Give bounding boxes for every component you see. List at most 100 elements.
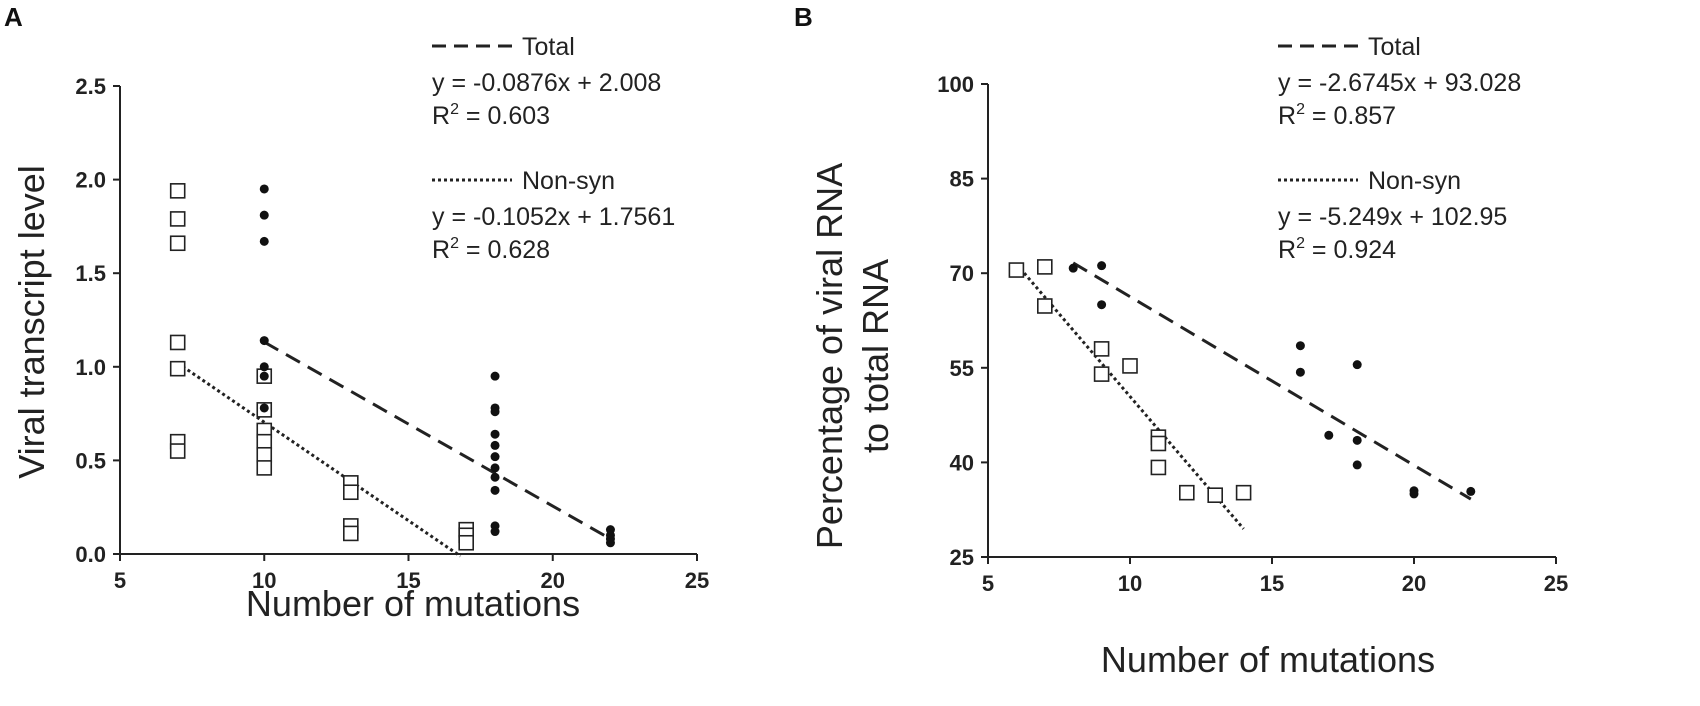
y-tick-label: 100 [937,72,974,97]
point-total [259,403,269,413]
point-nonsyn [169,183,186,199]
point-total [490,452,500,462]
point-total [490,527,500,537]
y-ticks: 0.0 0.5 1.0 1.5 2.0 2.5 [75,74,120,567]
point-nonsyn [458,534,475,551]
point-total [1295,341,1305,351]
legend-nonsyn-r2: R2 = 0.924 [1278,235,1396,264]
y-tick-label: 0.5 [75,448,106,473]
x-ticks: 5 10 15 20 25 [982,557,1568,596]
point-total [259,336,269,346]
point-total [605,538,615,548]
point-nonsyn [1235,484,1252,501]
panel-a: A 0.0 0.5 1.0 1.5 2.0 2.5 5 10 15 20 25 Number of… [4,2,709,624]
point-total [490,463,500,473]
point-total [259,371,269,381]
legend-total-r2-value: 0.603 [487,102,550,130]
point-total [1097,261,1107,271]
x-tick-label: 5 [982,571,994,596]
point-nonsyn [256,446,273,463]
trendline-total [263,340,612,541]
legend-nonsyn-r2: R2 = 0.628 [432,235,550,264]
y-axis-title: Viral transcript level [11,165,52,478]
point-nonsyn [256,460,273,476]
point-total [490,429,500,439]
point-nonsyn [1037,259,1053,275]
point-total [1352,460,1362,470]
legend-total-label: Total [522,33,575,61]
data-points [1008,259,1476,503]
point-total [1409,489,1419,499]
legend-nonsyn-label: Non-syn [522,167,615,195]
trendlines [176,340,612,558]
point-total [259,236,269,246]
point-nonsyn [169,334,186,351]
point-nonsyn [1008,262,1025,278]
legend-total-r2: R2 = 0.857 [1278,101,1396,130]
point-total [490,485,500,495]
panel-b: B 25 40 55 70 85 100 5 10 15 20 25 Number of muta… [794,2,1568,680]
y-tick-label: 1.5 [75,261,106,286]
point-nonsyn [169,235,186,252]
trendline-total [1072,261,1472,501]
legend-total-label: Total [1368,33,1421,61]
y-tick-label: 40 [950,450,974,475]
x-tick-label: 10 [1118,571,1142,596]
x-ticks: 5 10 15 20 25 [114,554,709,593]
point-nonsyn [342,484,359,501]
legend-nonsyn-equation: y = -5.249x + 102.95 [1278,203,1507,231]
point-nonsyn [1150,435,1167,452]
x-tick-label: 20 [1402,571,1426,596]
y-axis-title-line2: to total RNA [855,259,896,453]
legend-nonsyn-r2-value: 0.628 [487,236,550,264]
point-nonsyn [1093,366,1110,382]
panel-label-b: B [794,2,813,32]
trendline-non-syn [176,361,462,558]
y-tick-label: 55 [950,356,974,381]
y-tick-label: 25 [950,545,974,570]
panel-label-a: A [4,2,23,32]
legend-nonsyn-label: Non-syn [1368,167,1461,195]
point-nonsyn [1037,298,1053,314]
point-total [490,440,500,450]
point-total [1068,263,1078,273]
y-tick-label: 0.0 [75,542,106,567]
point-total [490,472,500,482]
x-tick-label: 10 [252,568,276,593]
point-nonsyn [1093,341,1110,357]
point-total [1295,367,1305,377]
trendlines [1015,261,1472,530]
point-nonsyn [169,443,186,459]
legend-nonsyn-r2-value: 0.924 [1333,236,1396,264]
legend-total-equation: y = -0.0876x + 2.008 [432,69,661,97]
point-total [259,210,269,220]
point-total [259,362,269,372]
x-tick-label: 15 [1260,571,1284,596]
point-total [1352,360,1362,370]
point-total [1352,435,1362,445]
point-nonsyn [169,211,186,227]
point-total [1466,486,1476,496]
y-tick-label: 2.0 [75,168,106,193]
point-total [490,407,500,417]
legend-total-r2-value: 0.857 [1333,102,1396,130]
x-axis-title: Number of mutations [246,583,580,624]
point-total [259,184,269,194]
x-tick-label: 20 [541,568,565,593]
point-nonsyn [169,360,186,377]
point-nonsyn [1150,459,1167,476]
x-tick-label: 25 [1544,571,1568,596]
point-total [1324,430,1334,440]
legend-total-equation: y = -2.6745x + 93.028 [1278,69,1521,97]
point-nonsyn [1179,484,1195,501]
x-tick-label: 5 [114,568,126,593]
point-total [490,371,500,381]
data-points [169,183,615,551]
legend-nonsyn-equation: y = -0.1052x + 1.7561 [432,203,675,231]
point-total [1097,300,1107,310]
point-nonsyn [1122,358,1138,374]
y-tick-label: 2.5 [75,74,106,99]
y-tick-label: 1.0 [75,355,106,380]
y-ticks: 25 40 55 70 85 100 [937,72,988,570]
